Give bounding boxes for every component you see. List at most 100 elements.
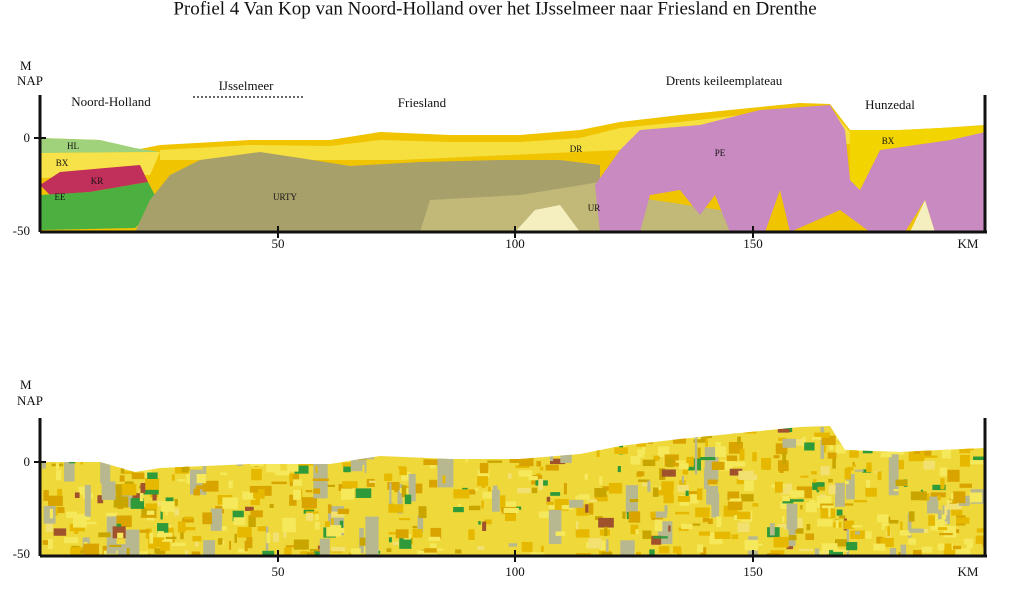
texture [686,456,694,467]
y-tick-label: -50 [13,223,30,238]
texture [816,495,832,508]
texture [628,511,641,523]
texture [532,431,540,435]
texture [272,532,280,543]
texture [139,495,143,501]
texture [898,552,901,556]
texture [100,457,111,484]
texture [711,461,725,470]
texture [252,453,263,466]
texture [43,490,49,501]
texture [560,446,572,464]
texture [715,442,722,446]
texture [237,527,252,538]
unit-label: KR [91,176,104,186]
texture [975,535,985,544]
texture [305,512,314,521]
texture [877,471,882,481]
texture [366,479,375,487]
texture [404,434,419,444]
texture [695,507,710,518]
texture [909,426,912,430]
unit-label: HL [67,141,79,151]
texture [306,552,316,556]
texture [102,430,107,438]
texture [906,433,920,444]
texture [647,439,653,444]
texture [630,455,641,465]
texture [389,482,392,505]
texture [685,490,689,498]
texture [147,472,158,479]
texture [923,460,935,470]
texture [97,495,104,504]
texture [833,435,849,440]
texture [412,525,418,529]
texture [152,537,165,548]
texture [300,551,312,554]
texture [947,500,962,510]
texture [255,493,263,498]
texture [268,449,284,454]
texture [643,426,656,431]
texture [654,519,663,532]
texture [538,445,552,449]
texture [675,511,690,515]
texture [569,499,584,508]
texture [489,434,498,459]
texture [767,553,780,556]
texture [295,421,304,425]
texture [424,548,437,553]
texture [656,427,670,434]
texture [516,487,531,494]
texture [492,485,498,511]
texture [434,426,441,430]
texture [283,531,287,538]
texture [57,488,63,497]
texture [707,518,713,525]
texture [293,489,302,500]
texture [56,444,63,450]
texture [862,445,873,454]
texture [877,514,889,523]
texture [420,443,431,448]
texture [327,504,332,514]
texture [812,479,817,483]
texture [453,506,464,513]
texture [937,509,942,524]
texture [921,546,933,553]
texture [140,514,157,518]
texture [482,521,487,531]
texture [865,531,872,539]
texture [545,426,556,436]
texture [706,421,711,425]
texture [791,528,804,534]
texture [908,528,924,533]
texture [545,421,559,423]
texture [408,473,416,502]
texture [642,459,656,467]
texture [234,533,237,543]
texture [192,536,202,542]
texture [284,547,292,556]
texture [689,491,702,495]
y-tick-label: 0 [24,130,31,145]
texture [298,458,314,466]
texture [220,472,228,476]
texture [943,549,956,556]
texture [503,507,519,513]
texture [548,509,562,545]
texture [858,426,868,431]
texture [641,434,647,438]
texture [42,540,49,545]
texture [47,539,53,550]
texture [806,523,811,531]
texture [554,426,564,429]
texture [157,523,169,535]
texture [649,549,655,556]
texture [893,489,899,492]
axis-label: NAP [17,393,43,408]
texture [448,426,464,430]
unit-label: UR [588,203,601,213]
texture [397,484,403,514]
